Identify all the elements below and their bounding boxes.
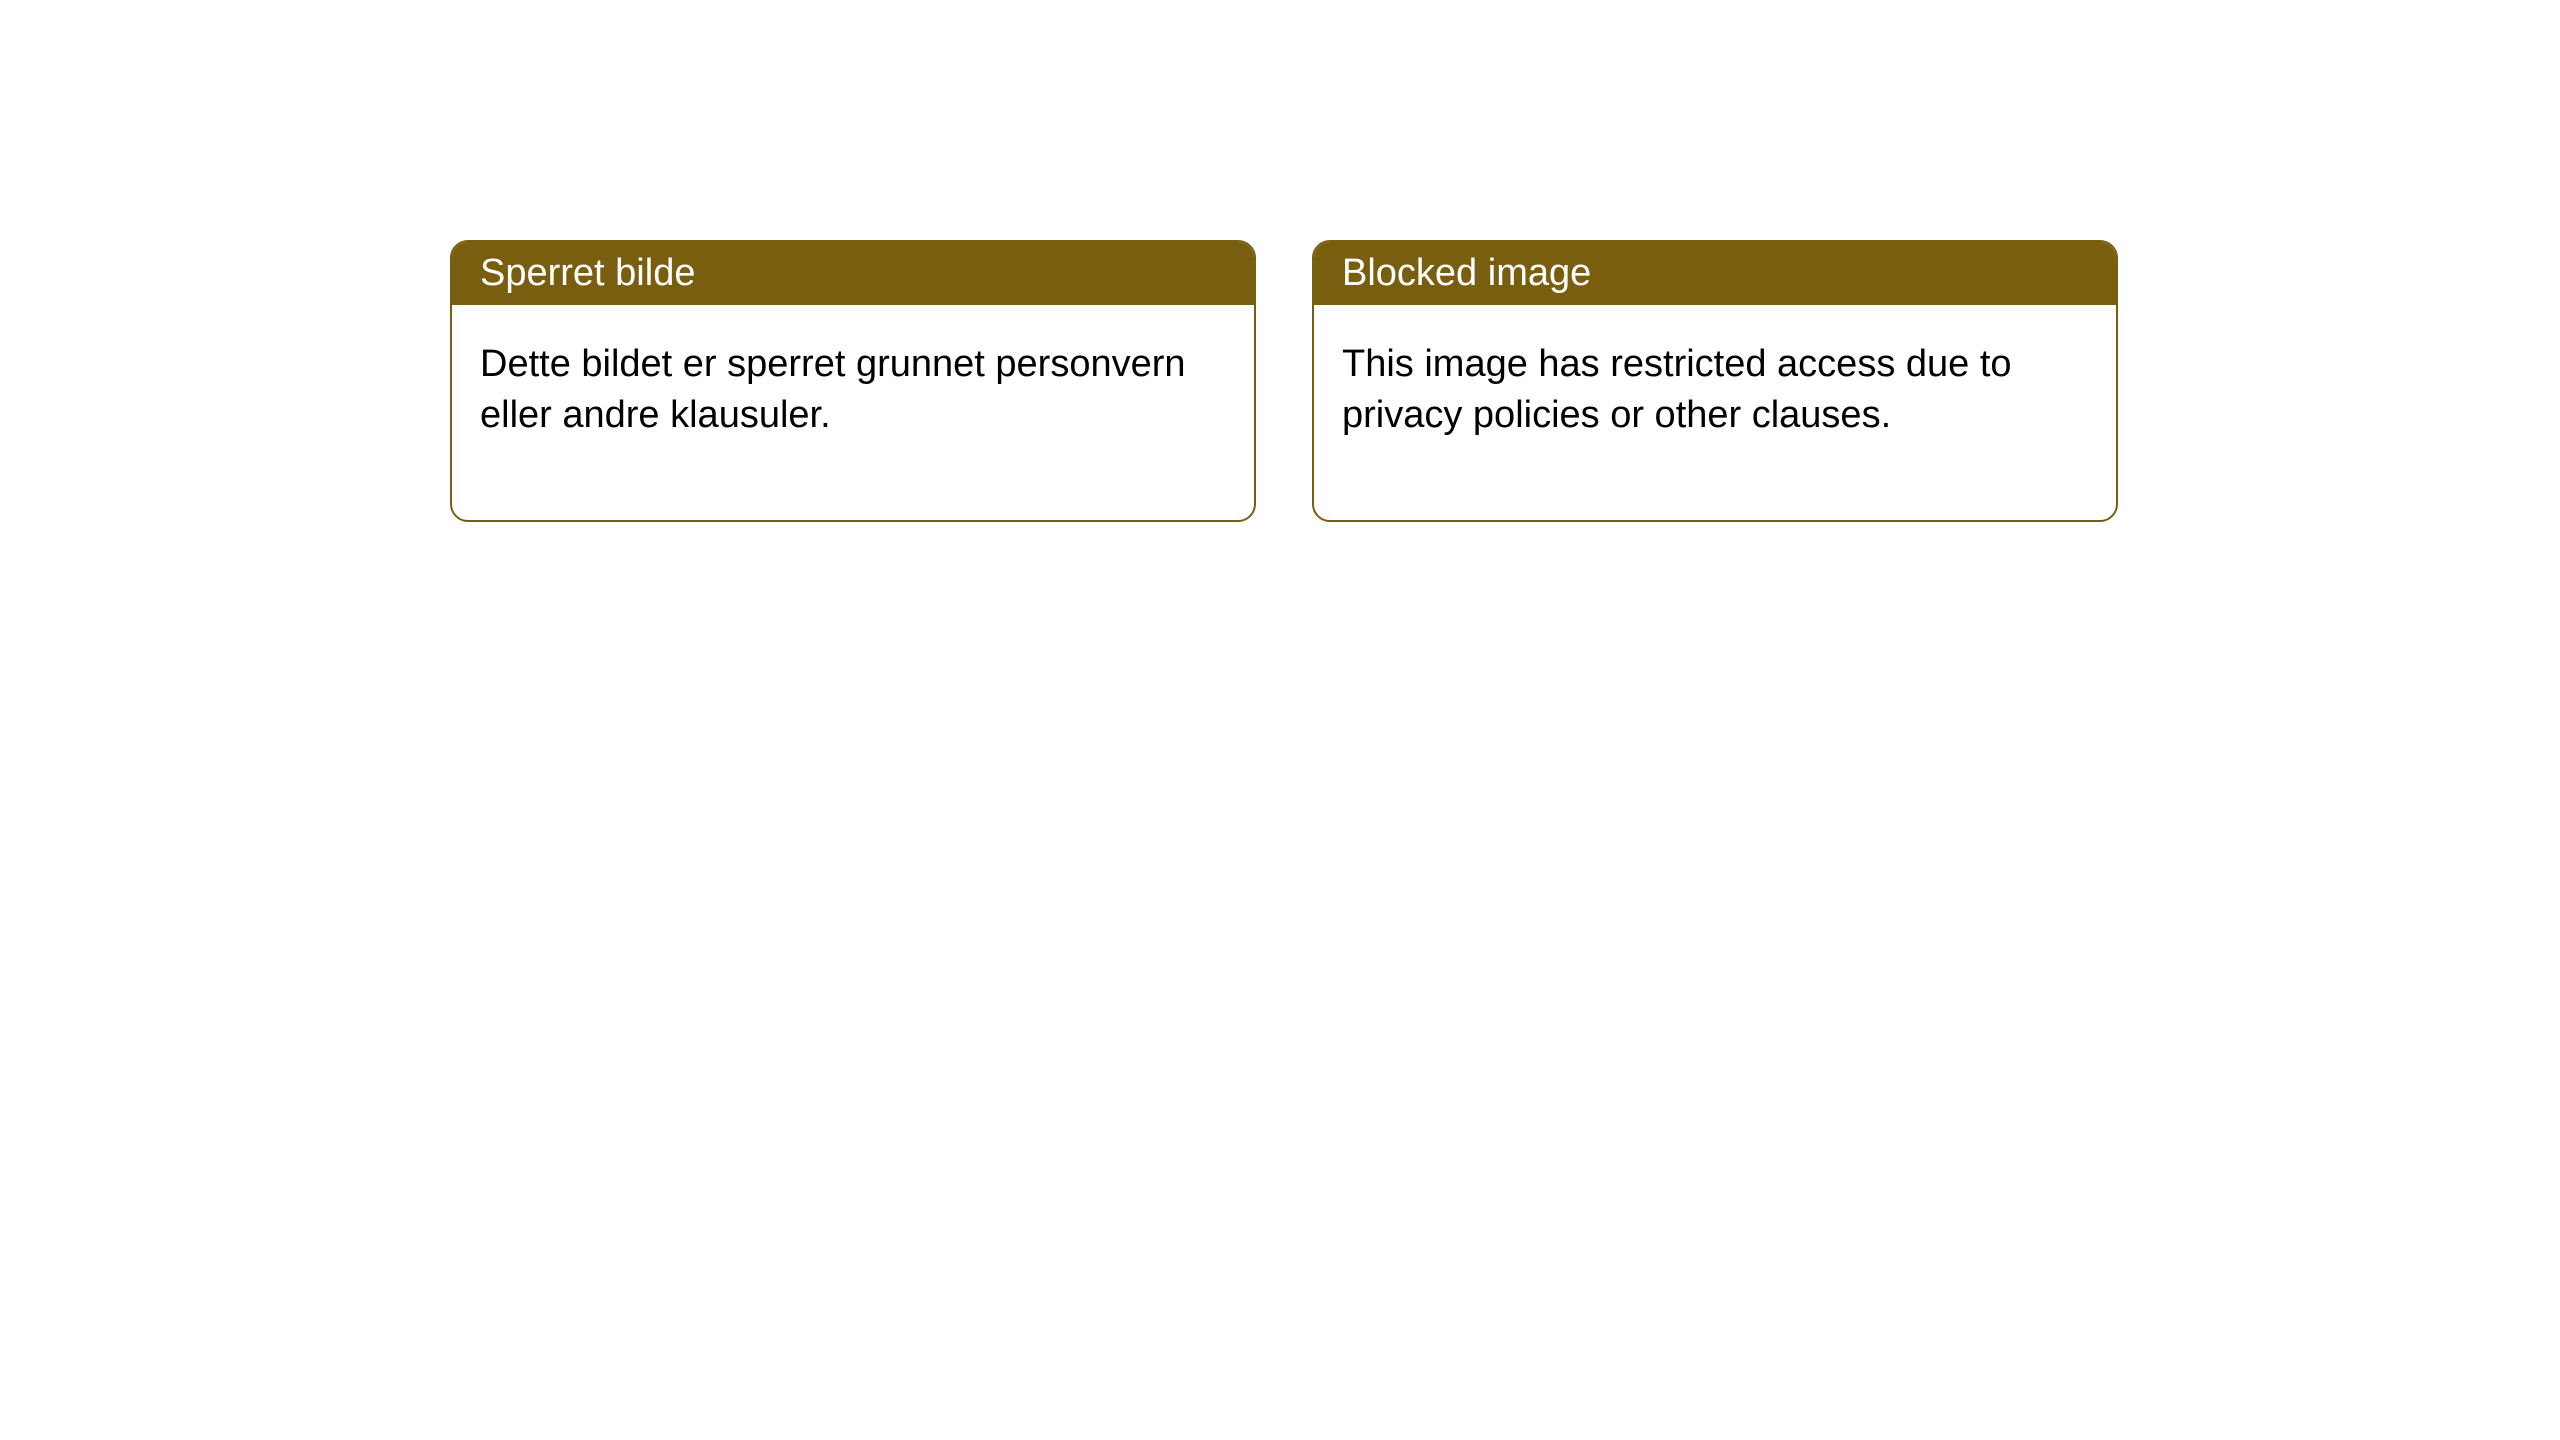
notice-card-no: Sperret bilde Dette bildet er sperret gr… <box>450 240 1256 522</box>
notice-text-en: This image has restricted access due to … <box>1342 343 2012 436</box>
notice-body-no: Dette bildet er sperret grunnet personve… <box>452 305 1254 520</box>
notice-container: Sperret bilde Dette bildet er sperret gr… <box>0 0 2560 522</box>
notice-body-en: This image has restricted access due to … <box>1314 305 2116 520</box>
notice-header-en: Blocked image <box>1314 242 2116 305</box>
notice-title-en: Blocked image <box>1342 252 1591 294</box>
notice-title-no: Sperret bilde <box>480 252 695 294</box>
notice-header-no: Sperret bilde <box>452 242 1254 305</box>
notice-card-en: Blocked image This image has restricted … <box>1312 240 2118 522</box>
notice-text-no: Dette bildet er sperret grunnet personve… <box>480 343 1186 436</box>
